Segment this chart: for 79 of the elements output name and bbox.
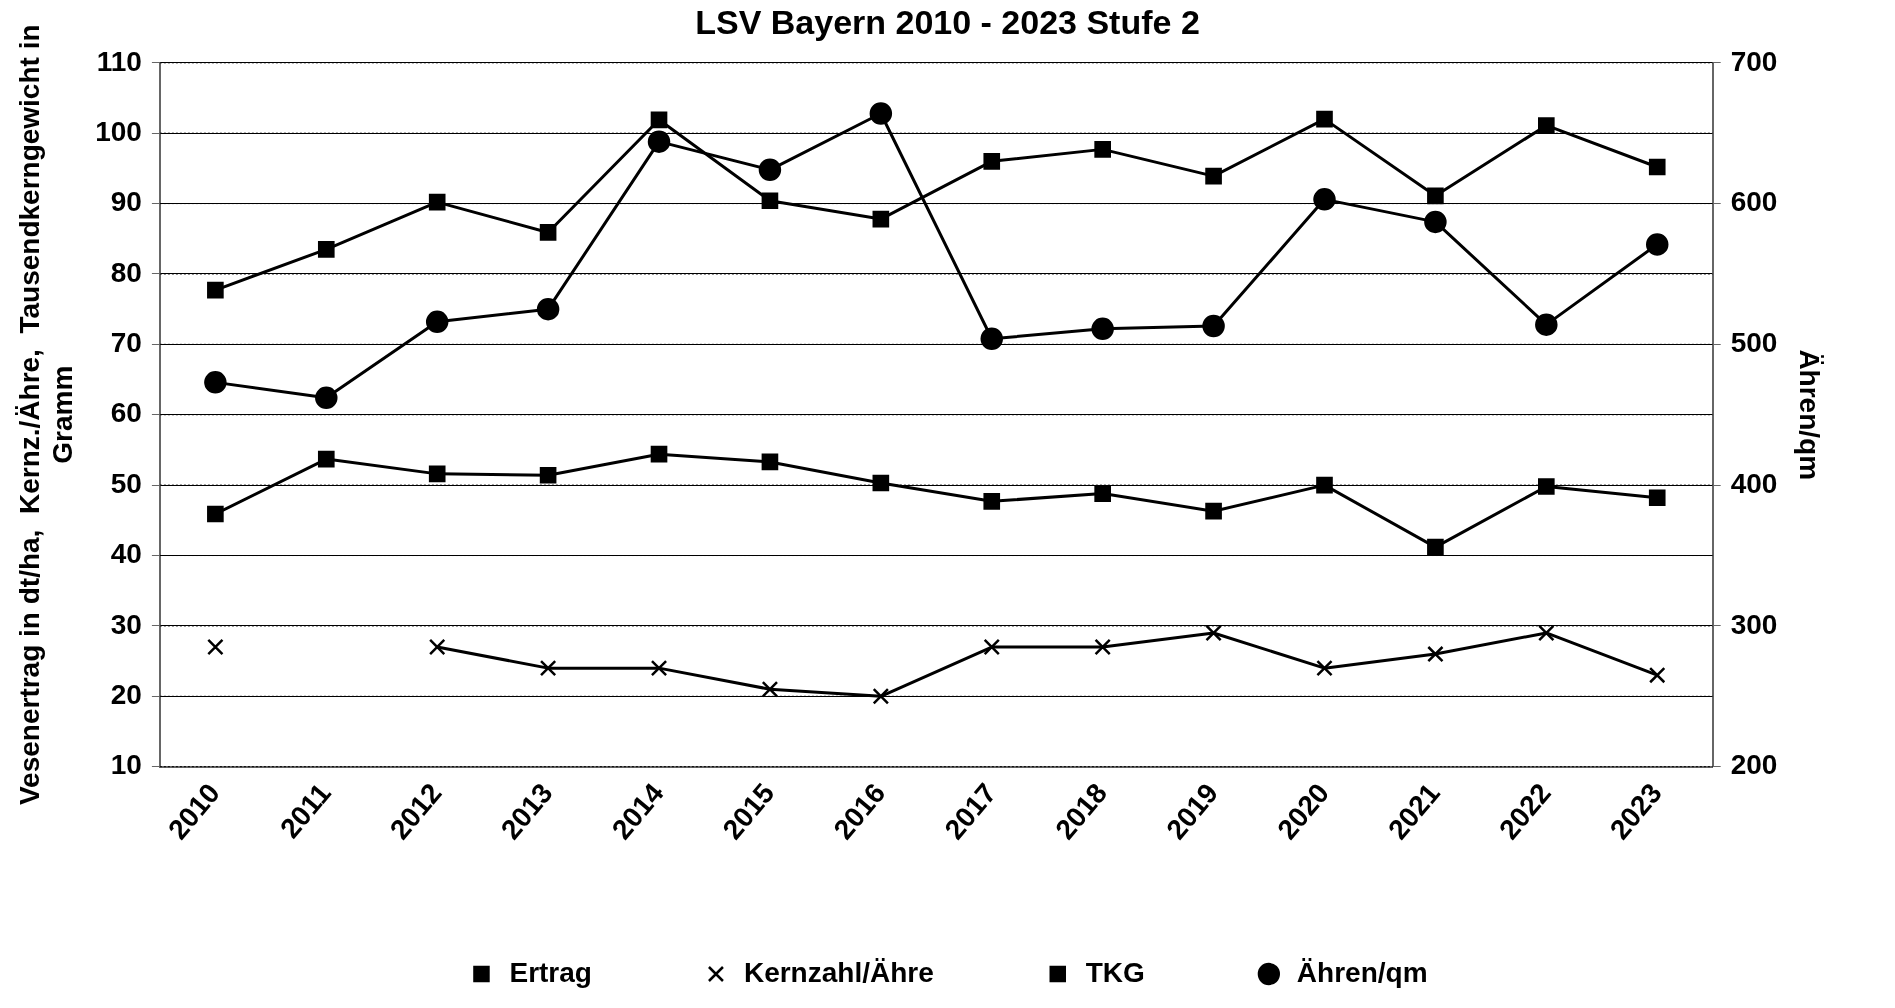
point [317, 450, 335, 468]
y-tick-label: 80 [110, 256, 142, 288]
y-tick-label: 50 [110, 467, 142, 499]
y2-tick-label: 200 [1730, 749, 1778, 781]
point [428, 465, 446, 483]
point [539, 466, 557, 484]
point [1094, 638, 1111, 656]
point [647, 130, 671, 153]
point [983, 638, 1001, 656]
point [207, 505, 224, 523]
point [761, 192, 779, 210]
point [317, 241, 335, 258]
y2-tick-label: 300 [1730, 608, 1778, 640]
point [207, 638, 224, 656]
point [1205, 167, 1222, 185]
point [1094, 485, 1111, 502]
legend-label: Ertrag [509, 956, 592, 988]
point [1535, 313, 1558, 336]
point [315, 386, 338, 410]
point [428, 193, 446, 211]
legend-label: Kernzahl/Ähre [743, 956, 934, 988]
point [983, 153, 1001, 170]
point [1316, 110, 1333, 128]
point [1313, 188, 1336, 211]
point [1091, 317, 1114, 341]
point [1648, 158, 1666, 176]
y-tick-label: 90 [110, 186, 142, 218]
legend-label: TKG [1085, 956, 1145, 988]
y-tick-label: 40 [110, 538, 142, 570]
y2-tick-label: 500 [1730, 327, 1778, 359]
y-tick-label: 30 [110, 608, 142, 640]
point [872, 687, 890, 705]
y-axis-title: Vesenertrag in dt/ha, Kernz./Ähre, Tausendkerngewicht in Gramm [13, 24, 79, 806]
point [207, 281, 224, 299]
point [1645, 233, 1669, 256]
point [761, 680, 779, 698]
point [1427, 187, 1444, 205]
point [1648, 489, 1666, 507]
point [1316, 476, 1333, 494]
point [536, 297, 560, 321]
point [1537, 624, 1555, 642]
point [1316, 659, 1333, 677]
point [872, 210, 890, 228]
y-tick-label: 60 [110, 397, 142, 429]
y2-axis-title: Ähren/qm [1794, 349, 1826, 481]
y-tick-label: 70 [110, 327, 142, 359]
y-tick-label: 10 [110, 749, 142, 781]
y-tick-label: 100 [95, 115, 142, 147]
point [539, 224, 557, 241]
point [539, 659, 557, 677]
chart-title: LSV Bayern 2010 - 2023 Stufe 2 [695, 2, 1200, 41]
point [1427, 645, 1444, 663]
point [650, 111, 668, 129]
point [758, 158, 782, 182]
point [1094, 141, 1111, 158]
point [428, 638, 446, 656]
y2-tick-label: 700 [1730, 45, 1778, 77]
point [1202, 314, 1225, 338]
point [1205, 502, 1222, 520]
point [1205, 624, 1222, 642]
point [761, 453, 779, 471]
legend-label: Ähren/qm [1296, 956, 1428, 988]
y-tick-label: 110 [96, 45, 142, 77]
point [983, 493, 1001, 510]
point [980, 327, 1004, 350]
point [204, 371, 227, 394]
point [1648, 666, 1666, 684]
point [1537, 478, 1555, 495]
point [425, 310, 449, 334]
point [1537, 117, 1555, 134]
point [650, 445, 668, 463]
point [872, 474, 890, 492]
y2-tick-label: 600 [1730, 186, 1778, 218]
point [869, 102, 893, 125]
point [650, 659, 668, 677]
y-tick-label: 20 [110, 679, 142, 711]
y2-tick-label: 400 [1730, 467, 1778, 499]
point [1427, 538, 1444, 556]
point [1424, 210, 1447, 234]
